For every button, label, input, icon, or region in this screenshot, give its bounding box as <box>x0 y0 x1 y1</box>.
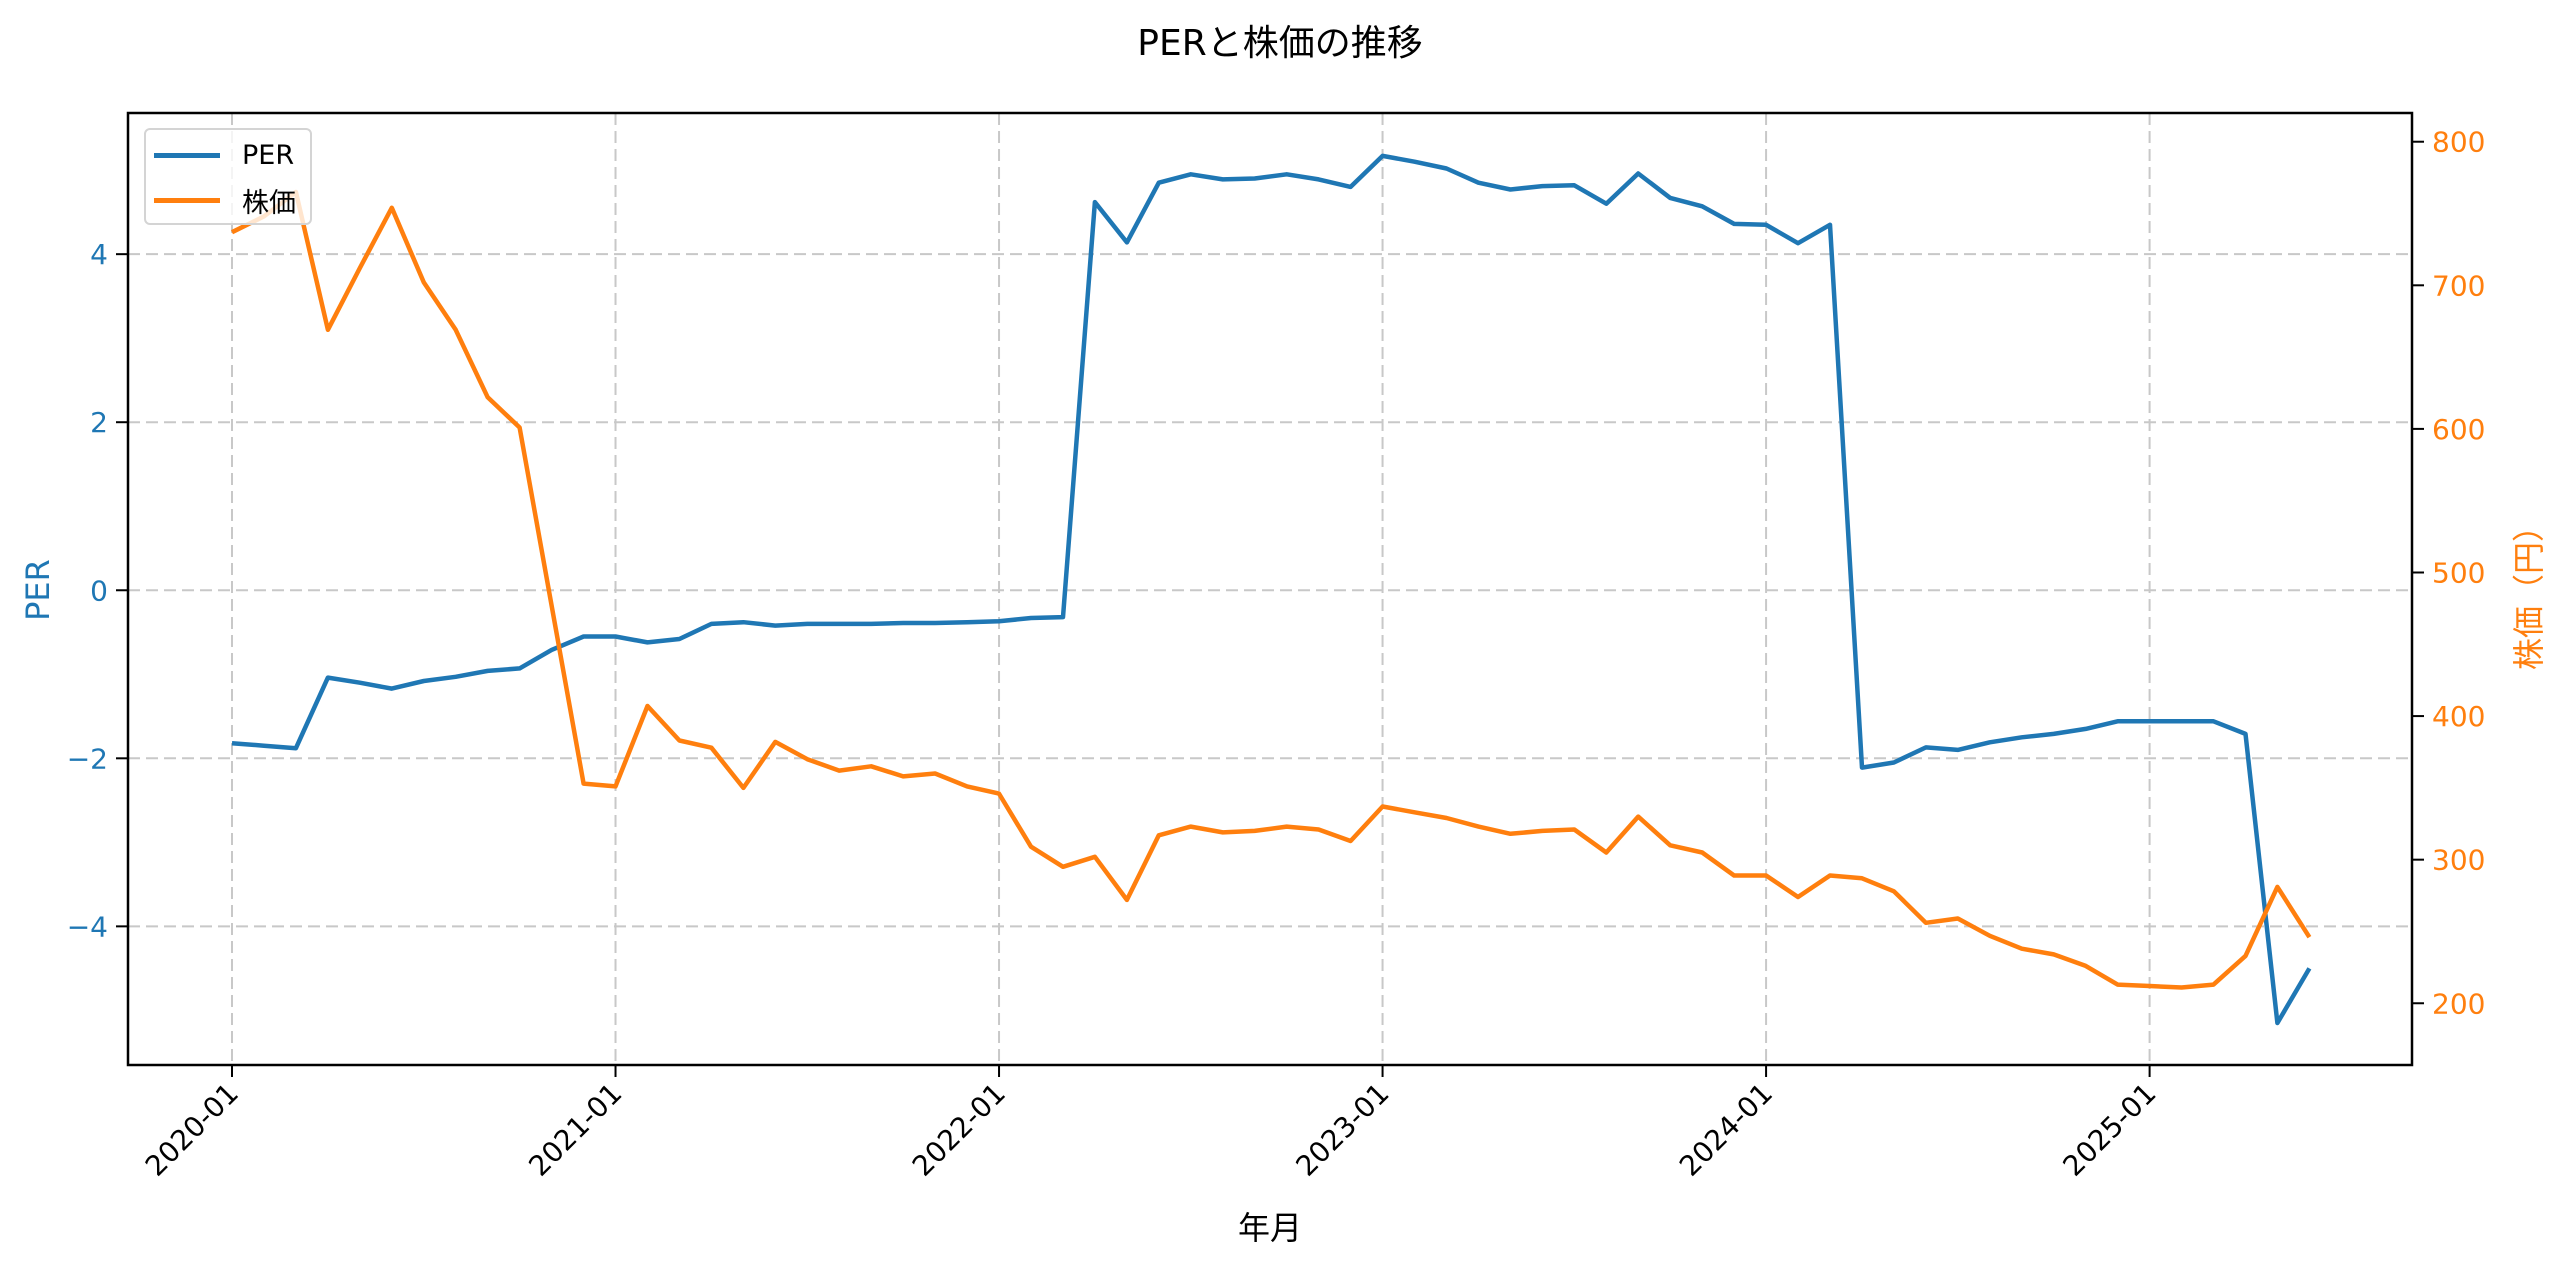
y-right-tick-label: 200 <box>2432 987 2485 1020</box>
x-tick-label: 2023-01 <box>1289 1077 1395 1183</box>
legend-swatch-per <box>154 152 220 158</box>
x-axis-ticks: 2020-01 2021-01 2022-01 2023-01 2024-01 2025-… <box>139 1065 2163 1183</box>
y-right-tick-label: 600 <box>2432 413 2485 446</box>
price-line <box>231 189 2312 990</box>
legend-item-per: PER <box>154 135 294 175</box>
y-left-tick-label: 2 <box>90 406 108 439</box>
plot-frame <box>126 111 2414 1067</box>
x-tick-label: 2022-01 <box>906 1077 1012 1183</box>
grid-lines <box>128 113 2412 1065</box>
y-right-tick-label: 700 <box>2432 269 2485 302</box>
chart-title: PERと株価の推移 <box>1137 23 1423 64</box>
y-left-tick-label: −4 <box>67 910 108 943</box>
per-line <box>231 153 2312 1026</box>
x-tick-label: 2024-01 <box>1673 1077 1779 1183</box>
y-right-tick-label: 300 <box>2432 844 2485 877</box>
legend-item-price: 株価 <box>154 180 296 220</box>
y-left-tick-label: 0 <box>90 574 108 607</box>
legend: PER 株価 <box>144 128 312 225</box>
legend-swatch-price <box>154 197 220 203</box>
y-right-tick-label: 400 <box>2432 700 2485 733</box>
y-axis-left-label: PER <box>19 559 57 621</box>
y-axis-right-ticks: 800 700 600 500 400 300 200 <box>2412 126 2485 1020</box>
legend-label-price: 株価 <box>242 187 296 219</box>
x-tick-label: 2021-01 <box>522 1077 628 1183</box>
y-left-tick-label: −2 <box>67 742 108 775</box>
y-right-tick-label: 500 <box>2432 556 2485 589</box>
y-axis-left-ticks: 4 2 0 −2 −4 <box>67 238 128 943</box>
y-axis-right-label: 株価（円） <box>2510 509 2548 671</box>
y-right-tick-label: 800 <box>2432 126 2485 159</box>
x-tick-label: 2025-01 <box>2056 1077 2162 1183</box>
legend-label-per: PER <box>242 139 295 171</box>
x-axis-label: 年月 <box>1237 1209 1302 1247</box>
x-tick-label: 2020-01 <box>139 1077 245 1183</box>
y-left-tick-label: 4 <box>90 238 108 271</box>
